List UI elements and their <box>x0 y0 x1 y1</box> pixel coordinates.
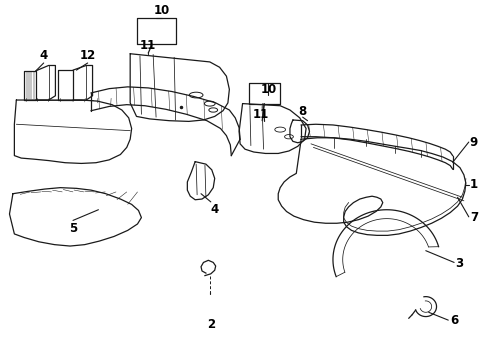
Text: 10: 10 <box>260 83 276 96</box>
Text: 11: 11 <box>140 39 156 52</box>
Text: 3: 3 <box>455 257 463 270</box>
Text: 1: 1 <box>470 178 478 191</box>
Text: 7: 7 <box>470 211 478 224</box>
Text: 9: 9 <box>470 136 478 149</box>
Text: 5: 5 <box>69 222 77 235</box>
Text: 4: 4 <box>40 49 48 62</box>
Text: 10: 10 <box>154 4 170 17</box>
Text: 8: 8 <box>298 105 307 118</box>
Text: 12: 12 <box>79 49 96 62</box>
Text: 6: 6 <box>450 314 459 327</box>
Text: 2: 2 <box>207 318 215 331</box>
Text: 11: 11 <box>252 108 269 121</box>
Text: 4: 4 <box>211 203 219 216</box>
